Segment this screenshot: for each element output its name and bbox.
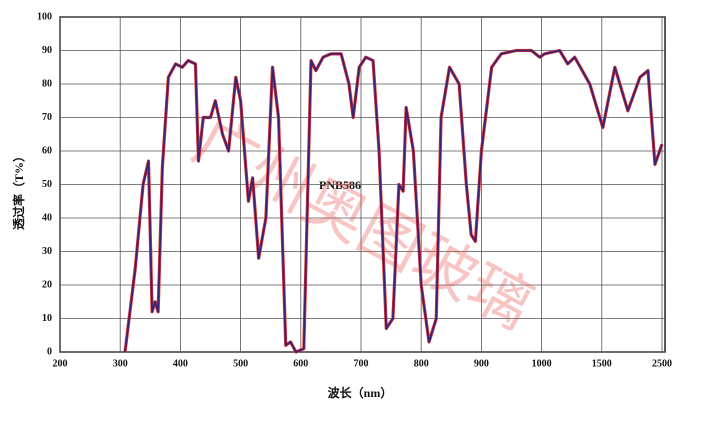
x-tick-label: 1500 xyxy=(592,358,612,369)
y-tick-label: 40 xyxy=(42,212,52,223)
x-axis-label: 波长（nm） xyxy=(328,385,393,400)
x-tick-label: 600 xyxy=(293,358,308,369)
y-tick-label: 0 xyxy=(47,346,52,357)
x-tick-label: 500 xyxy=(233,358,248,369)
y-tick-label: 70 xyxy=(42,112,52,123)
x-tick-label: 2500 xyxy=(652,358,672,369)
x-tick-label: 700 xyxy=(354,358,369,369)
y-tick-label: 10 xyxy=(42,313,52,324)
x-tick-label: 1000 xyxy=(532,358,552,369)
x-tick-label: 400 xyxy=(173,358,188,369)
y-tick-label: 100 xyxy=(37,11,52,22)
y-tick-label: 30 xyxy=(42,246,52,257)
x-tick-label: 800 xyxy=(414,358,429,369)
y-tick-label: 20 xyxy=(42,279,52,290)
x-tick-label: 200 xyxy=(53,358,68,369)
curve xyxy=(124,49,663,353)
y-tick-label: 50 xyxy=(42,179,52,190)
y-tick-label: 80 xyxy=(42,78,52,89)
y-tick-label: 60 xyxy=(42,145,52,156)
y-tick-label: 90 xyxy=(42,45,52,56)
x-tick-label: 900 xyxy=(474,358,489,369)
x-tick-label: 300 xyxy=(113,358,128,369)
y-axis-label: 透过率（T%） xyxy=(11,150,26,230)
